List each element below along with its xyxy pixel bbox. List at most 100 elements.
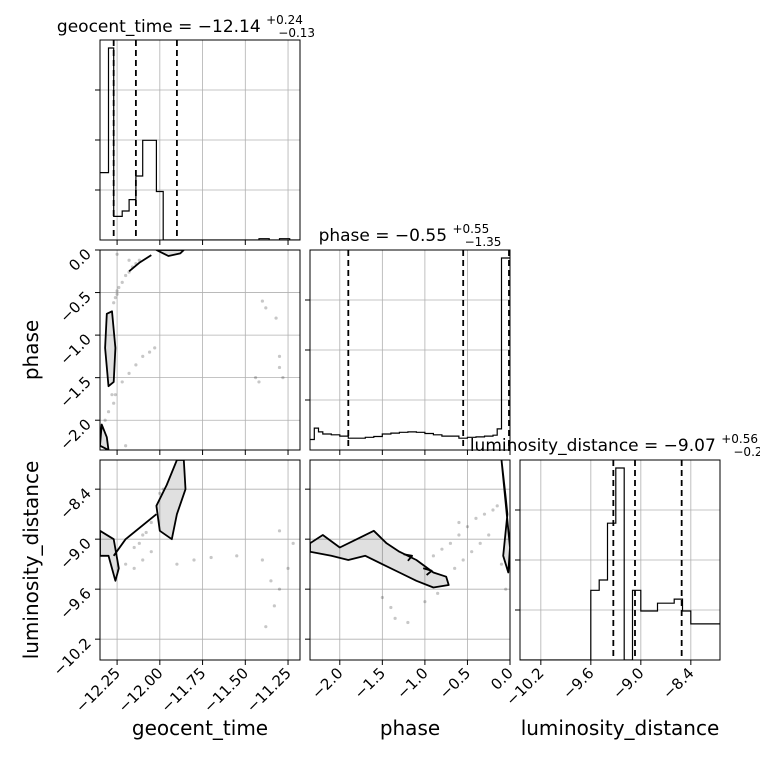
xtick-label-geocent-time-1: −12.00 xyxy=(115,664,167,716)
sample-point-luminosity-distance-vs-geocent-time-9 xyxy=(141,558,145,562)
title-luminosity-distance-main: luminosity_distance = −9.07 xyxy=(470,436,716,456)
panel-frame-geocent-time-vs-luminosity-distance xyxy=(99,459,301,661)
ytick-label-phase-2: −1.0 xyxy=(56,330,94,368)
sample-point-phase-vs-geocent-time-20 xyxy=(147,350,152,354)
sample-point-luminosity-distance-vs-geocent-time-3 xyxy=(124,562,128,566)
sample-point-luminosity-distance-vs-geocent-time-22 xyxy=(286,566,290,570)
xtick-label-geocent-time-0: −12.25 xyxy=(72,664,124,716)
title-phase-sub: −1.35 xyxy=(465,235,502,249)
sample-point-phase-vs-geocent-time-10 xyxy=(115,292,119,296)
sample-point-luminosity-distance-vs-phase-12 xyxy=(389,605,393,610)
sample-point-luminosity-distance-vs-phase-6 xyxy=(491,508,495,512)
ytick-label-phase-0: −2.0 xyxy=(56,415,94,453)
contour-luminosity-distance-vs-phase-2 xyxy=(422,567,433,576)
sample-point-luminosity-distance-vs-phase-2 xyxy=(448,541,453,545)
sample-point-phase-vs-geocent-time-22 xyxy=(113,393,117,397)
sample-point-phase-vs-geocent-time-29 xyxy=(253,376,258,380)
ytick-label-luminosity-distance-1: −9.6 xyxy=(56,584,94,622)
sample-point-luminosity-distance-vs-geocent-time-5 xyxy=(144,530,148,535)
histogram-luminosity-distance xyxy=(520,467,720,660)
title-geocent-time-main: geocent_time = −12.14 xyxy=(57,17,261,37)
xtick-label-phase-0: −2.0 xyxy=(308,664,346,702)
sample-point-phase-vs-geocent-time-17 xyxy=(127,371,131,376)
contour-phase-vs-geocent-time-1 xyxy=(104,310,117,388)
xtick-label-phase-2: −1.0 xyxy=(393,664,431,702)
histogram-geocent-time xyxy=(100,47,300,240)
contour-luminosity-distance-vs-phase-1 xyxy=(403,553,414,562)
sample-point-luminosity-distance-vs-geocent-time-17 xyxy=(277,587,282,591)
sample-point-luminosity-distance-vs-phase-14 xyxy=(406,620,410,625)
sample-point-luminosity-distance-vs-geocent-time-12 xyxy=(192,558,196,562)
ticks-layer: −12.25−12.00−11.75−11.50−11.25 −2.0 −1.5 −1… xyxy=(50,89,698,716)
sample-point-luminosity-distance-vs-geocent-time-13 xyxy=(209,555,213,560)
sample-point-luminosity-distance-vs-geocent-time-4 xyxy=(137,541,141,545)
contour-phase-vs-geocent-time-2 xyxy=(100,423,110,450)
contour-phase-vs-geocent-time-3 xyxy=(128,254,152,272)
sample-point-luminosity-distance-vs-geocent-time-20 xyxy=(277,529,282,533)
sample-point-phase-vs-geocent-time-18 xyxy=(134,363,138,367)
xlabel-luminosity-distance: luminosity_distance xyxy=(521,716,720,740)
sample-point-phase-vs-geocent-time-3 xyxy=(124,273,128,278)
sample-point-luminosity-distance-vs-phase-10 xyxy=(478,541,482,545)
xtick-label-luminosity-distance-1: −9.6 xyxy=(559,664,597,702)
sample-point-luminosity-distance-vs-geocent-time-11 xyxy=(175,562,179,566)
data-lines-layer xyxy=(100,40,720,660)
sample-point-luminosity-distance-vs-phase-15 xyxy=(423,600,427,604)
sample-point-luminosity-distance-vs-geocent-time-16 xyxy=(269,579,273,583)
sample-point-luminosity-distance-vs-phase-17 xyxy=(380,595,384,600)
sample-point-luminosity-distance-vs-phase-9 xyxy=(470,550,474,554)
sample-point-luminosity-distance-vs-phase-22 xyxy=(457,520,461,525)
panel-frame-phase-vs-luminosity-distance xyxy=(309,459,511,661)
xtick-label-phase-1: −1.5 xyxy=(351,664,389,702)
sample-point-luminosity-distance-vs-geocent-time-21 xyxy=(291,541,295,545)
sample-point-phase-vs-geocent-time-21 xyxy=(153,346,157,350)
ylabel-phase: phase xyxy=(19,320,43,380)
title-phase-sup: +0.55 xyxy=(452,222,489,236)
sample-point-luminosity-distance-vs-phase-19 xyxy=(499,562,504,566)
ytick-label-phase-4: 0.0 xyxy=(65,245,95,275)
sample-point-luminosity-distance-vs-phase-18 xyxy=(495,504,499,508)
xtick-label-geocent-time-2: −11.75 xyxy=(157,664,209,716)
sample-point-luminosity-distance-vs-geocent-time-10 xyxy=(149,550,153,554)
sample-point-luminosity-distance-vs-geocent-time-0 xyxy=(149,520,153,525)
density-layer xyxy=(100,250,510,629)
sample-point-luminosity-distance-vs-geocent-time-18 xyxy=(272,604,276,608)
sample-point-phase-vs-geocent-time-33 xyxy=(127,258,131,262)
title-phase-main: phase = −0.55 xyxy=(319,226,447,246)
contour-luminosity-distance-vs-geocent-time-2 xyxy=(112,513,157,557)
title-luminosity-distance: luminosity_distance = −9.07 +0.56 −0.26 xyxy=(470,428,760,459)
contour-luminosity-distance-vs-phase-3 xyxy=(500,460,510,574)
sample-point-phase-vs-geocent-time-0 xyxy=(115,289,119,293)
title-geocent-time-sub: −0.13 xyxy=(278,26,315,40)
title-luminosity-distance-sub: −0.26 xyxy=(733,445,760,459)
sample-point-phase-vs-geocent-time-16 xyxy=(120,380,124,384)
sample-point-phase-vs-geocent-time-28 xyxy=(281,376,285,380)
sample-point-phase-vs-geocent-time-30 xyxy=(257,380,261,384)
sample-point-phase-vs-geocent-time-7 xyxy=(137,258,141,262)
contour-phase-vs-geocent-time-0 xyxy=(155,250,185,257)
sample-point-luminosity-distance-vs-phase-20 xyxy=(504,587,508,591)
sample-point-phase-vs-geocent-time-32 xyxy=(115,252,119,256)
xtick-label-geocent-time-4: −11.25 xyxy=(243,664,295,716)
sample-point-phase-vs-geocent-time-19 xyxy=(141,354,145,358)
sample-point-phase-vs-geocent-time-23 xyxy=(260,299,264,303)
ytick-label-luminosity-distance-0: −10.2 xyxy=(50,634,95,679)
panel-frame-geocent-time-vs-phase xyxy=(99,249,301,451)
sample-point-luminosity-distance-vs-phase-1 xyxy=(457,533,461,537)
ytick-label-phase-1: −1.5 xyxy=(56,373,94,411)
sample-point-luminosity-distance-vs-geocent-time-14 xyxy=(235,554,239,558)
histogram-phase xyxy=(310,257,510,441)
ylabel-luminosity-distance: luminosity_distance xyxy=(19,461,43,660)
ytick-label-luminosity-distance-2: −9.0 xyxy=(56,534,94,572)
contour-luminosity-distance-vs-phase-0 xyxy=(310,529,450,589)
sample-point-phase-vs-geocent-time-25 xyxy=(274,316,278,320)
sample-point-luminosity-distance-vs-phase-5 xyxy=(482,512,487,516)
title-luminosity-distance-sup: +0.56 xyxy=(721,432,758,446)
sample-point-phase-vs-geocent-time-9 xyxy=(113,296,117,300)
sample-point-luminosity-distance-vs-phase-4 xyxy=(474,516,478,520)
sample-point-luminosity-distance-vs-geocent-time-2 xyxy=(132,545,136,550)
sample-point-luminosity-distance-vs-phase-16 xyxy=(436,591,440,595)
sample-point-phase-vs-geocent-time-2 xyxy=(120,280,124,284)
sample-point-luminosity-distance-vs-phase-11 xyxy=(487,533,491,537)
